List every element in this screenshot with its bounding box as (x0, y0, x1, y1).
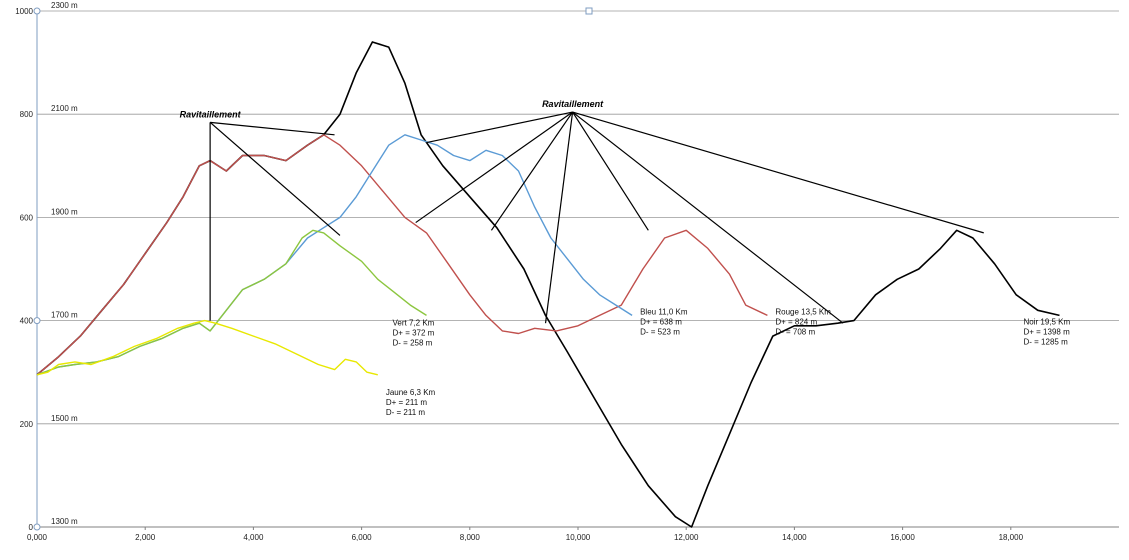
series-label-rouge: D+ = 824 m (775, 317, 817, 326)
series-label-jaune: D+ = 211 m (386, 398, 428, 407)
handle-square (585, 7, 593, 15)
x-tick-label: 18,000 (999, 533, 1024, 542)
y-tick-label: 800 (20, 110, 34, 119)
series-line-jaune (36, 319, 378, 376)
y-tick-label: 400 (20, 317, 34, 326)
y-tick-label: 200 (20, 420, 34, 429)
series-label-bleu: Bleu 11,0 Km (640, 307, 688, 316)
y-tick-label: 0 (29, 523, 34, 532)
y-tick-label: 600 (20, 213, 34, 222)
series-label-bleu: D- = 523 m (640, 327, 680, 336)
x-tick-label: 10,000 (566, 533, 591, 542)
altitude-label: 1700 m (51, 311, 78, 320)
series-label-vert: Vert 7,2 Km (393, 318, 435, 327)
series-label-jaune: D- = 211 m (386, 408, 426, 417)
series-label-noir: Noir 19,5 Km (1023, 317, 1070, 326)
x-tick-label: 16,000 (890, 533, 915, 542)
altitude-label: 1300 m (51, 517, 78, 526)
series-label-vert: D+ = 372 m (393, 328, 435, 337)
series-labels: Jaune 6,3 KmD+ = 211 mD- = 211 m Vert 7,2… (386, 307, 1071, 416)
series-label-noir: D+ = 1398 m (1023, 327, 1070, 336)
series-label-bleu: D+ = 638 m (640, 317, 682, 326)
series-label-noir: D- = 1285 m (1023, 337, 1068, 346)
altitude-label: 2300 m (51, 1, 78, 10)
x-tick-label: 8,000 (460, 533, 481, 542)
series-label-rouge: Rouge 13,5 Km (775, 307, 831, 316)
handle-circle (33, 7, 41, 15)
annotations: Ravitaillement Ravitaillement (180, 99, 984, 324)
series-line-bleu (36, 134, 633, 376)
leader-line (209, 121, 341, 236)
x-tick-label: 12,000 (674, 533, 699, 542)
leader-line (572, 111, 649, 231)
series-line-vert (36, 229, 427, 376)
annotation-label: Ravitaillement (180, 109, 242, 119)
altitude-label: 1900 m (51, 207, 78, 216)
altitude-label: 1500 m (51, 414, 78, 423)
axes: 0 200 400 600 800 1000 1300 m 1500 m 1700 m 1900 … (15, 1, 1119, 542)
x-tick-label: 0,000 (27, 533, 48, 542)
leader-line (490, 111, 574, 231)
series-label-jaune: Jaune 6,3 Km (386, 388, 436, 397)
leader-line (415, 111, 573, 224)
altitude-label: 2100 m (51, 104, 78, 113)
series-label-vert: D- = 258 m (393, 338, 433, 347)
handle-circle (33, 317, 41, 325)
x-tick-label: 14,000 (782, 533, 807, 542)
y-tick-label: 1000 (15, 7, 33, 16)
series-lines (36, 41, 1060, 528)
gridlines (37, 10, 1119, 425)
handle-circle (33, 523, 41, 531)
leader-line (426, 111, 573, 144)
x-tick-label: 6,000 (352, 533, 373, 542)
x-tick-label: 2,000 (135, 533, 156, 542)
series-label-rouge: D- = 708 m (775, 327, 815, 336)
leader-line (572, 111, 984, 234)
leader-line (544, 111, 574, 324)
x-tick-label: 4,000 (243, 533, 264, 542)
leader-line (572, 111, 844, 324)
series-line-rouge (36, 134, 768, 376)
annotation-label: Ravitaillement (542, 99, 604, 109)
leader-line (210, 121, 335, 136)
